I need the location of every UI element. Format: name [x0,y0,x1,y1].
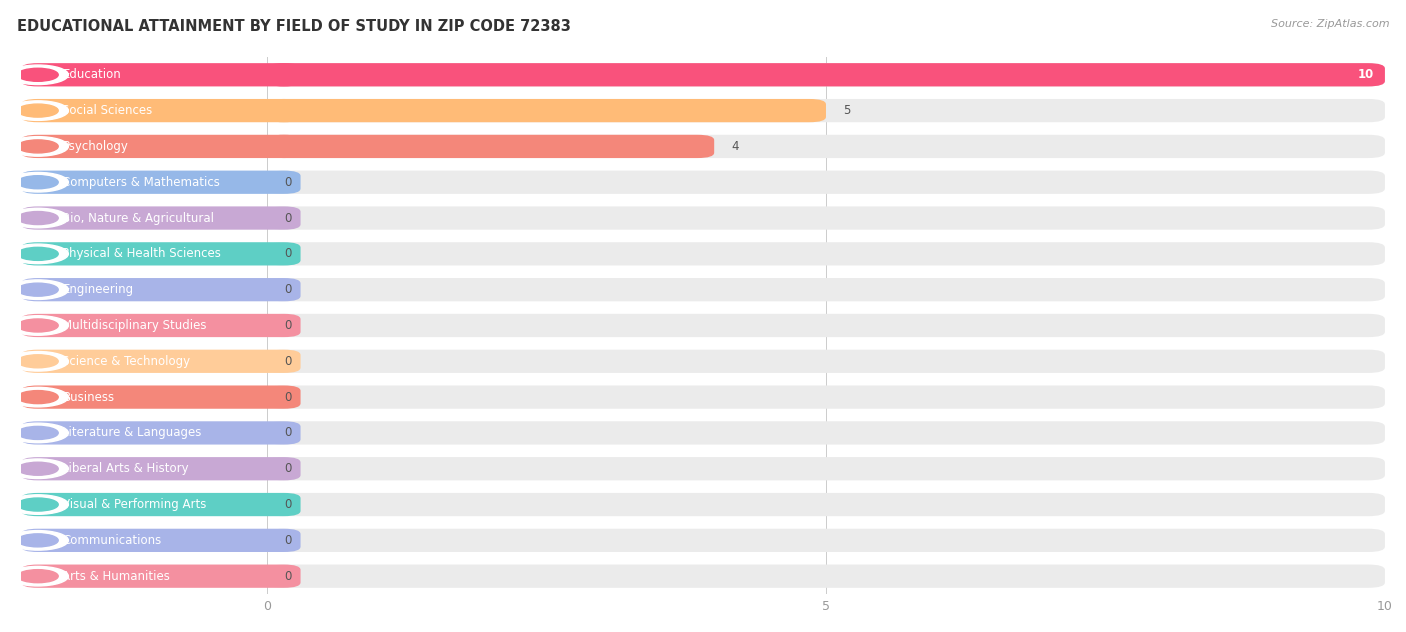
FancyBboxPatch shape [267,349,1385,373]
FancyBboxPatch shape [267,493,1385,516]
Circle shape [7,65,69,85]
Circle shape [17,212,58,224]
Text: 0: 0 [284,355,291,368]
Text: Physical & Health Sciences: Physical & Health Sciences [62,247,221,260]
FancyBboxPatch shape [21,493,301,516]
Text: Computers & Mathematics: Computers & Mathematics [62,176,221,189]
Circle shape [17,462,58,475]
Text: Business: Business [62,391,114,404]
FancyBboxPatch shape [21,529,301,552]
FancyBboxPatch shape [267,422,1385,444]
Text: Visual & Performing Arts: Visual & Performing Arts [62,498,207,511]
FancyBboxPatch shape [267,171,1385,194]
FancyBboxPatch shape [267,207,1385,229]
Circle shape [7,531,69,550]
Text: Multidisciplinary Studies: Multidisciplinary Studies [62,319,207,332]
Text: 0: 0 [284,212,291,224]
Circle shape [7,137,69,156]
Text: Communications: Communications [62,534,162,547]
FancyBboxPatch shape [267,386,1385,409]
Text: Social Sciences: Social Sciences [62,104,153,117]
Text: 0: 0 [284,283,291,296]
FancyBboxPatch shape [267,63,1385,87]
Circle shape [7,244,69,264]
Circle shape [17,140,58,153]
Text: 10: 10 [1357,68,1374,82]
Circle shape [17,534,58,547]
Circle shape [7,173,69,192]
Text: Psychology: Psychology [62,140,128,153]
FancyBboxPatch shape [267,314,1385,337]
FancyBboxPatch shape [21,314,301,337]
FancyBboxPatch shape [21,63,301,87]
Text: 0: 0 [284,427,291,439]
Circle shape [7,423,69,442]
FancyBboxPatch shape [21,99,301,122]
Circle shape [17,283,58,296]
FancyBboxPatch shape [21,349,301,373]
Circle shape [7,495,69,514]
FancyBboxPatch shape [267,564,1385,588]
Circle shape [7,566,69,586]
Circle shape [17,319,58,332]
Text: 0: 0 [284,319,291,332]
FancyBboxPatch shape [267,529,1385,552]
FancyBboxPatch shape [267,135,1385,158]
FancyBboxPatch shape [267,278,1385,301]
Circle shape [17,104,58,117]
Text: Liberal Arts & History: Liberal Arts & History [62,462,188,475]
Text: 4: 4 [731,140,738,153]
Text: 0: 0 [284,498,291,511]
FancyBboxPatch shape [267,242,1385,265]
FancyBboxPatch shape [21,242,301,265]
Text: Literature & Languages: Literature & Languages [62,427,202,439]
Text: Science & Technology: Science & Technology [62,355,191,368]
Circle shape [17,391,58,404]
Text: 5: 5 [842,104,851,117]
FancyBboxPatch shape [21,422,301,444]
Text: 0: 0 [284,391,291,404]
FancyBboxPatch shape [21,278,301,301]
Circle shape [7,387,69,407]
Circle shape [7,101,69,120]
FancyBboxPatch shape [267,135,714,158]
Circle shape [7,280,69,300]
FancyBboxPatch shape [21,564,301,588]
FancyBboxPatch shape [21,135,301,158]
Circle shape [17,569,58,583]
Text: Bio, Nature & Agricultural: Bio, Nature & Agricultural [62,212,215,224]
FancyBboxPatch shape [21,171,301,194]
Text: 0: 0 [284,569,291,583]
Circle shape [17,427,58,439]
FancyBboxPatch shape [21,386,301,409]
Text: 0: 0 [284,534,291,547]
Circle shape [17,68,58,82]
Circle shape [7,459,69,478]
Text: Source: ZipAtlas.com: Source: ZipAtlas.com [1271,19,1389,29]
Circle shape [17,247,58,260]
Circle shape [17,355,58,368]
Text: 0: 0 [284,462,291,475]
FancyBboxPatch shape [267,63,1385,87]
FancyBboxPatch shape [267,457,1385,480]
FancyBboxPatch shape [267,99,1385,122]
Text: Arts & Humanities: Arts & Humanities [62,569,170,583]
Text: 0: 0 [284,247,291,260]
Circle shape [17,498,58,511]
Text: Engineering: Engineering [62,283,134,296]
Text: Education: Education [62,68,121,82]
Circle shape [17,176,58,189]
Circle shape [7,316,69,335]
Text: 0: 0 [284,176,291,189]
Circle shape [7,209,69,228]
FancyBboxPatch shape [21,457,301,480]
FancyBboxPatch shape [267,99,825,122]
Circle shape [7,351,69,371]
FancyBboxPatch shape [21,207,301,229]
Text: EDUCATIONAL ATTAINMENT BY FIELD OF STUDY IN ZIP CODE 72383: EDUCATIONAL ATTAINMENT BY FIELD OF STUDY… [17,19,571,34]
